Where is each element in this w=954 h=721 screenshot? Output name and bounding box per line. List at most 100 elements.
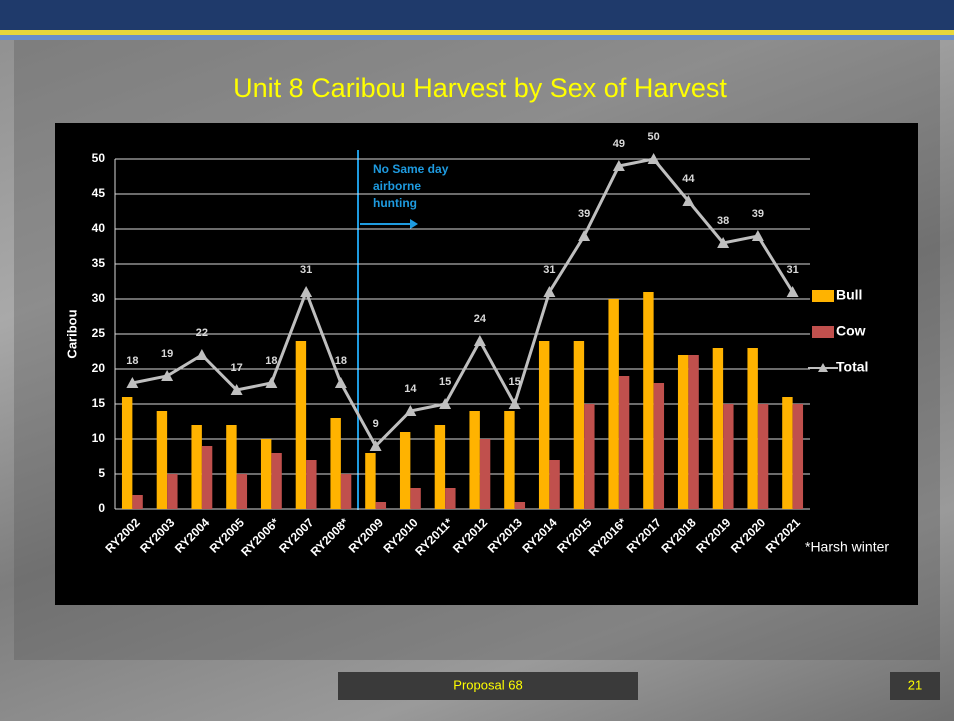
annotation: *Harsh winter	[805, 539, 889, 555]
page-number: 21	[908, 677, 922, 692]
bar	[757, 404, 769, 509]
legend-label: Total	[836, 359, 868, 375]
data-label: 9	[373, 418, 379, 430]
top-stripe	[0, 35, 954, 40]
y-tick-label: 50	[92, 151, 106, 165]
y-tick-label: 0	[98, 501, 105, 515]
bar	[191, 425, 202, 509]
data-label: 38	[717, 215, 729, 227]
bar	[121, 397, 133, 509]
bar	[584, 404, 595, 509]
y-tick-label: 20	[92, 361, 106, 375]
line-marker	[543, 286, 556, 297]
chart-title: Unit 8 Caribou Harvest by Sex of Harvest	[233, 73, 727, 103]
top-stripe	[0, 30, 954, 35]
line-marker	[439, 398, 452, 409]
line-marker	[126, 377, 139, 388]
bar	[469, 411, 480, 509]
bar	[434, 425, 446, 509]
data-label: 17	[231, 362, 243, 374]
bar	[201, 446, 213, 509]
annotation: airborne	[373, 179, 421, 193]
line-marker	[508, 398, 521, 409]
y-tick-label: 40	[92, 221, 106, 235]
bar	[399, 432, 411, 509]
bar	[549, 460, 560, 509]
data-label: 14	[404, 383, 417, 395]
y-tick-label: 10	[92, 431, 106, 445]
bar	[410, 488, 421, 509]
bar	[643, 292, 654, 509]
bar	[747, 348, 758, 509]
line-marker	[230, 384, 243, 395]
bar	[688, 355, 699, 509]
line-marker	[578, 230, 591, 241]
legend-marker	[818, 363, 828, 372]
bar	[514, 502, 526, 509]
data-label: 31	[787, 264, 799, 276]
bar	[132, 495, 143, 509]
data-label: 18	[265, 355, 277, 367]
bar	[340, 474, 352, 509]
data-label: 18	[126, 355, 138, 367]
footer-text: Proposal 68	[453, 677, 522, 692]
line-marker	[161, 370, 174, 381]
y-tick-label: 25	[92, 326, 106, 340]
bar	[375, 502, 387, 509]
data-label: 31	[300, 264, 312, 276]
data-label: 39	[752, 208, 764, 220]
bar	[618, 376, 630, 509]
data-label: 39	[578, 208, 590, 220]
bar	[445, 488, 456, 509]
data-label: 50	[648, 131, 660, 143]
bar	[573, 341, 585, 509]
bar	[723, 404, 734, 509]
line-marker	[751, 230, 764, 241]
event-arrow-head	[410, 219, 418, 229]
line-marker	[473, 335, 486, 346]
bar	[504, 411, 515, 509]
bar	[156, 411, 168, 509]
line-marker	[195, 349, 208, 360]
bar	[538, 341, 550, 509]
page-box	[890, 672, 940, 700]
line-marker	[265, 377, 278, 388]
bar	[167, 474, 178, 509]
line	[132, 157, 794, 449]
data-label: 49	[613, 138, 625, 150]
legend-swatch	[812, 290, 834, 302]
line-marker	[717, 237, 730, 248]
bar	[782, 397, 793, 509]
footer-box	[338, 672, 638, 700]
y-axis-label: Caribou	[64, 309, 79, 358]
line-marker	[682, 195, 695, 206]
y-tick-label: 15	[92, 396, 106, 410]
bar	[653, 383, 665, 509]
bar	[260, 439, 272, 509]
bar	[792, 404, 804, 509]
y-tick-label: 5	[98, 466, 105, 480]
y-tick-label: 35	[92, 256, 106, 270]
legend-label: Cow	[836, 323, 866, 339]
bar	[295, 341, 307, 509]
bar	[677, 355, 689, 509]
data-label: 15	[439, 376, 451, 388]
plot-background	[55, 123, 918, 605]
bar	[271, 453, 282, 509]
data-label: 24	[474, 313, 487, 325]
bar	[365, 453, 376, 509]
annotation: hunting	[373, 196, 417, 210]
bar	[226, 425, 237, 509]
bar	[306, 460, 317, 509]
y-tick-label: 45	[92, 186, 106, 200]
top-band	[0, 0, 954, 30]
legend-swatch	[812, 326, 834, 338]
y-tick-label: 30	[92, 291, 106, 305]
data-label: 19	[161, 348, 173, 360]
bar	[712, 348, 724, 509]
bar	[330, 418, 341, 509]
line-marker	[647, 153, 660, 164]
data-label: 31	[543, 264, 555, 276]
